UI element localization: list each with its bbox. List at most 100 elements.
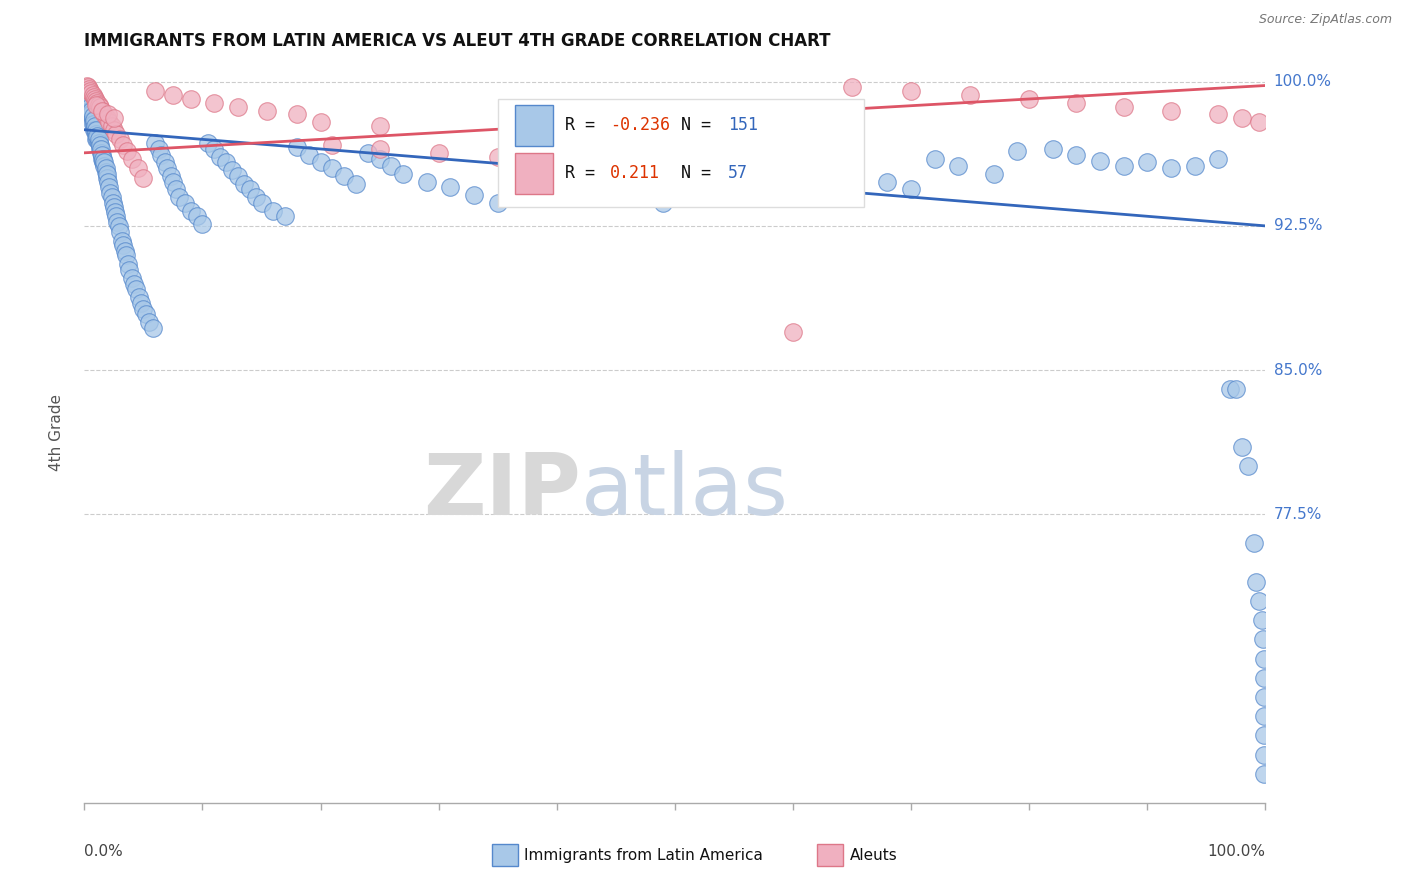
Point [321, 161, 343, 176]
Point [111, 234, 134, 248]
Point [101, 195, 124, 210]
Point [86, 128, 108, 143]
Point [486, 150, 509, 164]
Point [616, 190, 638, 204]
Point [87, 97, 110, 112]
Point [1112, 100, 1135, 114]
Text: Source: ZipAtlas.com: Source: ZipAtlas.com [1258, 13, 1392, 27]
Point [127, 161, 149, 176]
Point [114, 244, 136, 258]
Point [1253, 767, 1275, 781]
Point [232, 177, 254, 191]
Text: Immigrants from Latin America: Immigrants from Latin America [523, 848, 762, 863]
Point [1018, 92, 1040, 106]
Point [129, 295, 152, 310]
Point [368, 142, 391, 156]
Point [900, 84, 922, 98]
Point [77, 94, 100, 108]
Point [239, 182, 262, 196]
Point [202, 142, 225, 156]
Point [89, 142, 111, 156]
Point [84, 119, 107, 133]
Point [1230, 440, 1253, 454]
Point [159, 169, 181, 183]
Point [84, 92, 107, 106]
Point [167, 190, 190, 204]
Point [97, 175, 120, 189]
Point [557, 175, 579, 189]
Point [103, 112, 125, 126]
Point [959, 88, 981, 103]
Y-axis label: 4th Grade: 4th Grade [49, 394, 63, 471]
Point [416, 175, 439, 189]
Point [1206, 107, 1229, 121]
Point [84, 94, 107, 108]
Point [256, 103, 278, 118]
Point [80, 103, 103, 118]
Point [1243, 536, 1265, 550]
Point [202, 95, 225, 110]
Text: 100.0%: 100.0% [1274, 74, 1331, 89]
Point [138, 315, 160, 329]
Text: 57: 57 [728, 164, 748, 183]
Point [197, 136, 219, 151]
Point [100, 190, 122, 204]
Point [103, 122, 125, 136]
Point [427, 145, 450, 160]
Point [581, 182, 603, 196]
Point [924, 152, 946, 166]
Point [806, 161, 828, 176]
Point [96, 112, 118, 126]
Bar [516, 105, 553, 145]
Point [1251, 632, 1274, 647]
Point [83, 122, 105, 136]
Point [84, 97, 107, 112]
Point [180, 92, 202, 106]
Point [628, 157, 651, 171]
Text: N =: N = [681, 116, 721, 135]
Point [1007, 144, 1029, 158]
Point [250, 195, 273, 210]
Text: IMMIGRANTS FROM LATIN AMERICA VS ALEUT 4TH GRADE CORRELATION CHART: IMMIGRANTS FROM LATIN AMERICA VS ALEUT 4… [84, 32, 831, 50]
Point [84, 127, 107, 141]
Point [82, 109, 104, 123]
Point [91, 152, 114, 166]
Text: 100.0%: 100.0% [1208, 844, 1265, 858]
Point [1160, 161, 1182, 176]
Point [79, 103, 101, 118]
Point [86, 95, 108, 110]
Text: 85.0%: 85.0% [1274, 363, 1322, 377]
Point [285, 107, 308, 121]
Point [80, 86, 103, 100]
Point [107, 215, 129, 229]
FancyBboxPatch shape [498, 99, 863, 207]
Point [226, 100, 249, 114]
Point [118, 263, 141, 277]
Point [1253, 747, 1275, 762]
Point [675, 155, 697, 169]
Point [114, 248, 136, 262]
Point [900, 182, 922, 196]
Text: 0.0%: 0.0% [84, 844, 124, 858]
Point [91, 152, 114, 166]
Point [557, 153, 579, 168]
Point [333, 169, 356, 183]
Point [76, 88, 98, 103]
Point [77, 103, 100, 118]
Point [98, 180, 121, 194]
Point [368, 119, 391, 133]
Point [83, 90, 105, 104]
Point [162, 88, 184, 103]
Point [83, 117, 105, 131]
Point [274, 209, 297, 223]
Point [439, 180, 461, 194]
Point [91, 103, 114, 118]
Point [770, 155, 793, 169]
Point [112, 238, 135, 252]
Point [876, 175, 898, 189]
Point [91, 147, 114, 161]
Point [1249, 115, 1271, 129]
Point [1184, 159, 1206, 173]
Point [75, 94, 97, 108]
Text: 92.5%: 92.5% [1274, 219, 1322, 234]
